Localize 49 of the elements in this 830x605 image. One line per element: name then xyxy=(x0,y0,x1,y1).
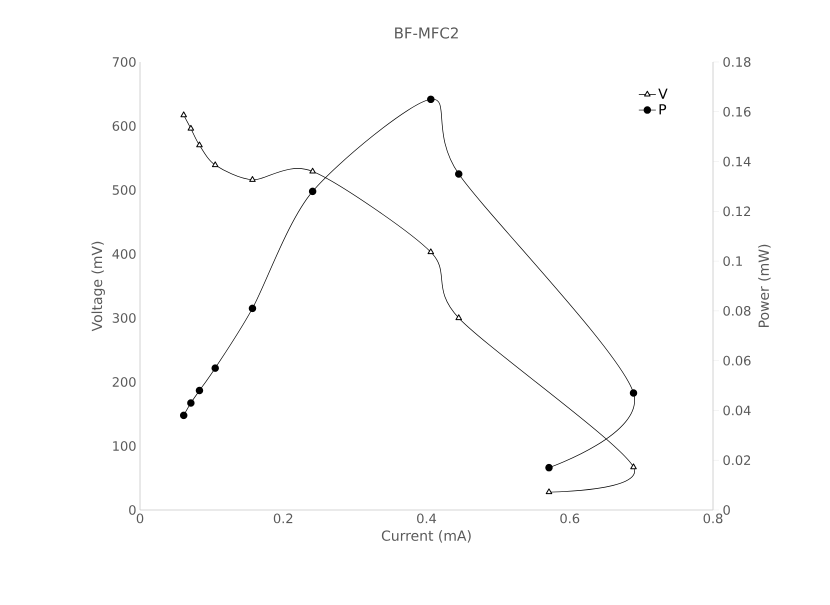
y-tick-label: 500 xyxy=(112,185,136,195)
point xyxy=(196,142,203,148)
y2-tick-label: 0.14 xyxy=(723,156,751,166)
y-axis-title: Voltage (mV) xyxy=(91,242,105,332)
point xyxy=(630,389,638,397)
y2-tick-label: 0.12 xyxy=(723,206,750,216)
y-tick-label: 400 xyxy=(112,249,136,259)
x-axis-title: Current (mA) xyxy=(382,530,471,543)
y2-tick-label: 0.08 xyxy=(723,306,750,316)
y2-tick-label: 0.16 xyxy=(723,106,751,117)
y-tick-label: 0 xyxy=(129,505,136,515)
point xyxy=(309,168,316,174)
y2-tick-label: 0.04 xyxy=(723,406,751,416)
point xyxy=(211,364,219,372)
y-tick-label: 600 xyxy=(112,121,136,131)
y-tick-label: 200 xyxy=(112,377,136,387)
point xyxy=(428,248,434,254)
legend-label: P xyxy=(660,104,666,114)
point xyxy=(455,314,462,320)
point xyxy=(546,488,552,494)
x-tick-label: 0.2 xyxy=(274,514,292,524)
point xyxy=(427,96,435,104)
point xyxy=(308,188,316,196)
y-tick-label: 700 xyxy=(112,57,136,67)
point xyxy=(187,399,195,407)
y2-tick-label: 0.06 xyxy=(723,356,751,366)
y2-tick-label: 0 xyxy=(723,505,730,515)
point xyxy=(212,161,218,168)
y2-tick-label: 0.18 xyxy=(723,57,750,67)
point xyxy=(196,386,204,394)
y2-tick-label: 0.02 xyxy=(723,455,750,466)
chart-title: BF-MFC2 xyxy=(395,27,458,39)
legend-label: V xyxy=(658,88,668,99)
point xyxy=(188,124,194,131)
point xyxy=(248,304,256,312)
point xyxy=(180,412,188,420)
y-tick-label: 300 xyxy=(112,313,136,323)
y2-axis-title: Power (mW) xyxy=(758,244,771,328)
x-tick-label: 0.4 xyxy=(417,514,436,524)
y2-tick-label: 0.1 xyxy=(723,256,742,266)
point xyxy=(630,463,637,470)
point xyxy=(249,176,256,182)
point xyxy=(180,111,187,118)
x-tick-label: 0.8 xyxy=(704,514,722,524)
y-tick-label: 100 xyxy=(113,441,136,451)
point xyxy=(455,170,462,178)
x-tick-label: 0 xyxy=(136,514,144,524)
point xyxy=(545,464,553,472)
x-tick-label: 0.6 xyxy=(560,514,580,524)
